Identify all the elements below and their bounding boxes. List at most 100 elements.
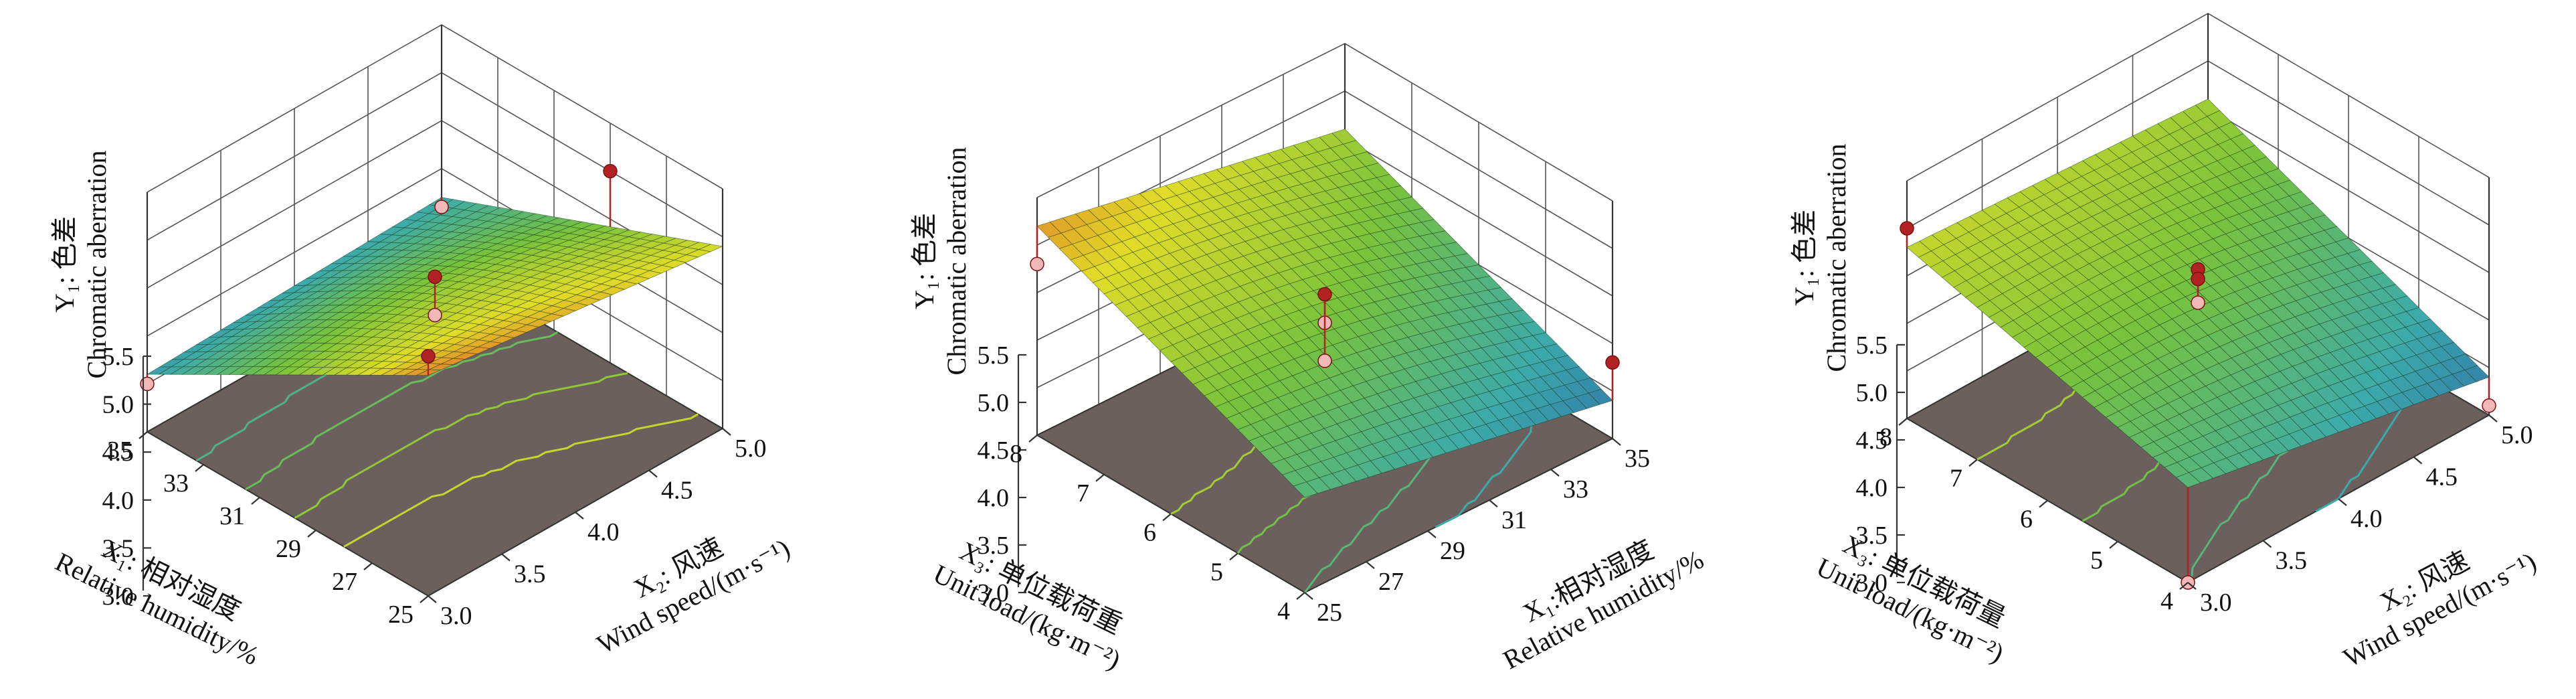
- x-tick-mark: [363, 562, 373, 570]
- y-tick-label: 5.0: [735, 435, 767, 463]
- z-tick-label: 5.0: [1856, 379, 1888, 407]
- x-axis: 4 5 6 7 8: [1879, 418, 2189, 615]
- x-tick-label: 7: [1950, 464, 1962, 492]
- z-axis-title: Y₁: 色差Chromatic aberration: [1789, 144, 1851, 372]
- z-tick-label: 3.0: [978, 579, 1010, 607]
- y-tick-mark: [2413, 456, 2423, 465]
- y-tick-label: 3.5: [514, 560, 546, 589]
- y-tick-label: 27: [1378, 568, 1404, 596]
- x-axis-title: X₃: 单位载荷量Unit load/(kg·m⁻²): [1812, 523, 2023, 668]
- x-tick-label: 5: [1210, 558, 1223, 586]
- x-tick-mark: [251, 497, 260, 505]
- x-tick-label: 31: [219, 502, 245, 530]
- x-tick-mark: [2109, 540, 2118, 549]
- z-axis-title-line2: Chromatic aberration: [941, 147, 972, 376]
- z-tick-label: 4.5: [102, 439, 134, 467]
- z-tick-label: 3.5: [1856, 522, 1888, 550]
- z-tick-label: 4.0: [102, 487, 134, 515]
- z-axis: 3.0 3.5 4.0 4.5 5.0 5.5: [1856, 331, 1905, 597]
- y-tick-label: 5.0: [2501, 421, 2533, 449]
- z-axis: 3.0 3.5 4.0 4.5 5.0 5.5: [102, 343, 151, 611]
- design-point: [2191, 271, 2205, 287]
- y-tick-mark: [2187, 582, 2197, 590]
- response-surface: [1036, 129, 1613, 498]
- x-tick-mark: [1162, 513, 1172, 522]
- y-tick-label: 4.5: [661, 477, 693, 505]
- response-surface: [146, 197, 724, 376]
- design-points: [1030, 226, 1620, 401]
- y-tick-mark: [1304, 592, 1313, 600]
- y-tick-label: 4.0: [2351, 505, 2383, 533]
- x-tick-label: 35: [107, 437, 132, 465]
- z-axis-title: Y₁: 色差Chromatic aberration: [50, 151, 112, 379]
- z-tick-label: 5.0: [102, 391, 134, 419]
- x-tick-mark: [1095, 473, 1105, 482]
- y-tick-label: 31: [1501, 506, 1527, 534]
- x-tick-mark: [1028, 435, 1038, 443]
- design-point: [1605, 355, 1620, 370]
- x-tick-label: 25: [388, 601, 413, 629]
- z-tick-label: 5.0: [978, 389, 1010, 417]
- x-tick-mark: [2039, 499, 2048, 508]
- z-tick-label: 4.5: [978, 437, 1010, 465]
- y-tick-mark: [1550, 469, 1560, 477]
- y-tick-mark: [2488, 414, 2498, 422]
- z-axis-title-line1: Y₁: 色差: [909, 213, 939, 309]
- x-tick-mark: [1968, 459, 1978, 467]
- y-tick-mark: [648, 469, 658, 478]
- z-tick-label: 3.5: [978, 532, 1010, 560]
- z-tick-label: 3.0: [102, 582, 134, 611]
- z-tick-label: 4.5: [1856, 426, 1888, 455]
- x-tick-label: 8: [1010, 440, 1022, 468]
- x-axis-title: X₃: 单位载荷重Unit load/(kg·m⁻²): [929, 530, 1139, 675]
- x-axis-title: X₁: 相对湿度Relative humidity/%: [51, 518, 278, 671]
- surface-plot-load-humidity: 3.0 3.5 4.0 4.5 5.0 5.5 4 5 6 7 8 25 27 29 31 33 35 X₃: 单…: [909, 43, 1708, 675]
- y-tick-label: 4.0: [587, 518, 620, 546]
- x-tick-mark: [1296, 592, 1305, 600]
- z-tick-label: 3.5: [102, 534, 134, 562]
- y-axis: 3.0 3.5 4.0 4.5 5.0: [428, 428, 767, 630]
- x-tick-mark: [420, 595, 429, 603]
- y-tick-label: 3.0: [440, 602, 472, 630]
- design-point: [1317, 287, 1332, 302]
- x-tick-mark: [139, 431, 148, 439]
- y-tick-label: 25: [1317, 599, 1342, 627]
- y-tick-mark: [1489, 499, 1498, 508]
- z-axis-title-line1: Y₁: 色差: [1789, 210, 1819, 306]
- z-axis-title: Y₁: 色差Chromatic aberration: [909, 147, 972, 376]
- contour-line: [294, 372, 628, 519]
- x-tick-label: 33: [163, 469, 189, 497]
- design-point: [1030, 256, 1044, 272]
- surface-cell: [2175, 472, 2201, 488]
- z-axis: 3.0 3.5 4.0 4.5 5.0 5.5: [978, 341, 1026, 607]
- design-point: [421, 349, 436, 364]
- y-tick-mark: [501, 553, 511, 562]
- x-tick-label: 5: [2090, 546, 2103, 574]
- x-tick-mark: [1229, 552, 1238, 561]
- design-point: [2191, 295, 2205, 310]
- y-tick-mark: [1427, 530, 1437, 538]
- design-point: [428, 269, 442, 285]
- z-axis-title-line2: Chromatic aberration: [1821, 144, 1851, 372]
- y-tick-mark: [2262, 540, 2272, 548]
- y-tick-mark: [722, 428, 731, 436]
- y-tick-mark: [428, 595, 437, 603]
- z-tick-label: 5.5: [1856, 331, 1888, 360]
- y-axis: 3.0 3.5 4.0 4.5 5.0: [2187, 414, 2533, 617]
- x-tick-mark: [195, 464, 204, 472]
- y-tick-mark: [1366, 561, 1375, 569]
- design-point: [603, 163, 618, 179]
- contour-line: [343, 413, 699, 548]
- x-tick-label: 29: [276, 535, 301, 563]
- x-tick-mark: [2179, 582, 2189, 590]
- design-point: [1900, 221, 1914, 236]
- y-axis-title: X₂: 风速Wind speed/(m·s⁻¹): [2323, 518, 2541, 673]
- y-tick-mark: [1612, 438, 1621, 446]
- y-tick-mark: [575, 512, 584, 520]
- z-tick-label: 5.5: [978, 341, 1010, 370]
- surface-plot-load-windspeed: 3.0 3.5 4.0 4.5 5.0 5.5 4 5 6 7 8 3.0 3.5 4.0 4.5 5.0 X₃…: [1789, 13, 2541, 673]
- y-tick-label: 33: [1563, 475, 1588, 503]
- y-tick-mark: [2338, 498, 2347, 506]
- x-tick-label: 27: [332, 568, 357, 596]
